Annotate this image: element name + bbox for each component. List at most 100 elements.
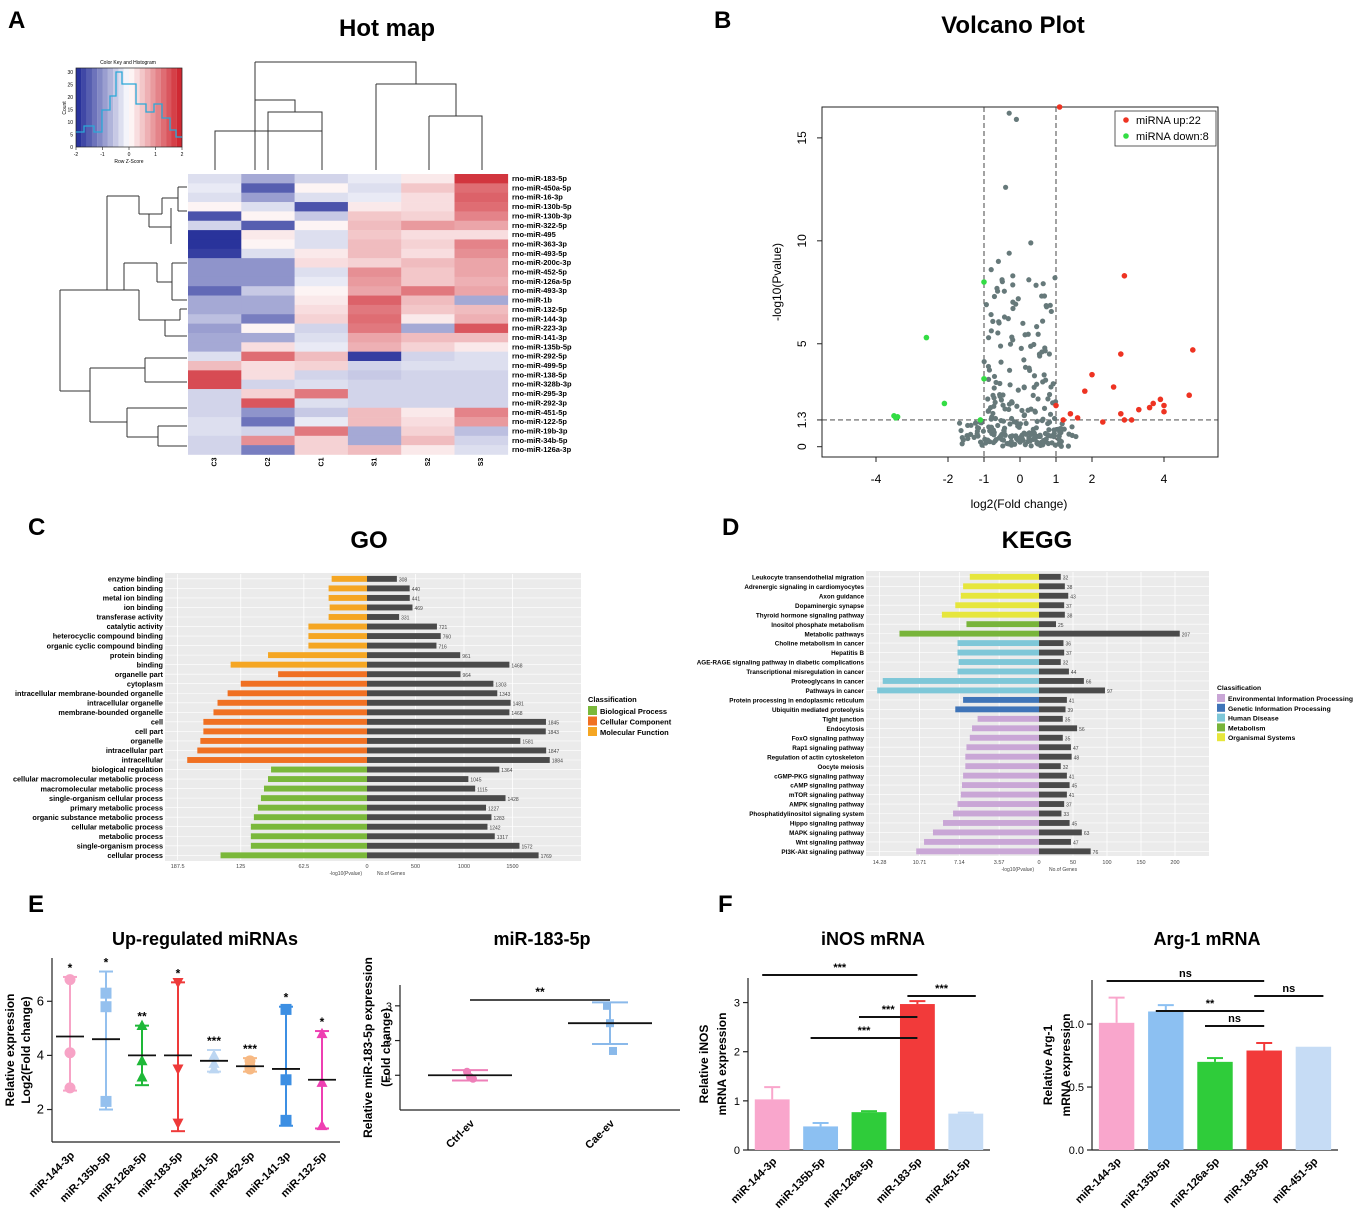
heatmap-cell <box>188 379 242 390</box>
y-tick-label: 2 <box>734 1047 740 1059</box>
volcano-y-tick-label: 15 <box>795 131 809 145</box>
heatmap-row-label: rno-miR-126a-5p <box>512 277 572 286</box>
right-axis-tick-label: 1500 <box>506 864 518 870</box>
gene-count-label: 1769 <box>541 854 552 860</box>
y-tick-label: 1 <box>386 1070 392 1082</box>
bar <box>803 1126 839 1150</box>
pvalue-bar <box>972 725 1039 732</box>
heatmap-cell <box>188 183 242 193</box>
volcano-point-ns <box>1065 443 1072 449</box>
pvalue-bar <box>960 592 1039 599</box>
pvalue-bar <box>969 573 1039 580</box>
volcano-point-up <box>1074 415 1081 421</box>
legend-label: Environmental Information Processing <box>1228 696 1353 703</box>
volcano-point-ns <box>1040 416 1046 422</box>
heatmap-cell <box>188 398 242 409</box>
volcano-point-ns <box>986 367 993 373</box>
gene-count-label: 207 <box>1182 632 1191 638</box>
volcano-point-ns <box>1006 110 1012 116</box>
term-label: organic cyclic compound binding <box>47 641 163 650</box>
heatmap-column-label: C3 <box>212 457 219 466</box>
volcano-point-ns <box>1025 438 1031 445</box>
volcano-point-ns <box>1008 415 1015 422</box>
gene-count-bar <box>1039 687 1105 694</box>
volcano-point-ns <box>996 320 1002 326</box>
gene-count-bar <box>1039 621 1056 628</box>
pvalue-bar <box>278 671 367 678</box>
term-label: Rap1 signaling pathway <box>792 745 864 752</box>
legend-label: Human Disease <box>1228 716 1279 723</box>
gene-count-label: 1845 <box>548 721 559 727</box>
gene-count-bar <box>367 814 492 821</box>
heatmap-cell <box>347 230 402 240</box>
gene-count-label: 1343 <box>499 692 510 698</box>
term-label: Oocyte meiosis <box>817 764 864 771</box>
gene-count-bar <box>1039 592 1069 599</box>
heatmap-cell <box>401 332 455 343</box>
volcano-point-up <box>1161 408 1167 415</box>
volcano-point-down <box>923 334 930 341</box>
heatmap-cell <box>454 174 509 184</box>
color-key-ytick-label: 25 <box>67 83 73 89</box>
heatmap-cell <box>188 426 242 437</box>
data-point <box>64 1082 76 1094</box>
volcano-point-ns <box>985 376 992 383</box>
gene-count-bar <box>367 804 487 811</box>
gene-count-bar <box>367 795 506 802</box>
volcano-point-ns <box>1057 426 1063 432</box>
heatmap-cell <box>188 248 242 259</box>
heatmap-cell <box>294 286 349 296</box>
heatmap-cell <box>347 267 402 278</box>
heatmap-row-label: rno-miR-223-3p <box>512 324 567 333</box>
gene-count-bar <box>367 728 546 735</box>
volcano-point-ns <box>1030 426 1036 432</box>
heatmap-cell <box>188 314 242 324</box>
heatmap-cell <box>454 398 509 409</box>
volcano-point-ns <box>993 379 999 386</box>
heatmap-cell <box>188 276 242 287</box>
volcano-point-ns <box>1010 273 1016 279</box>
heatmap-cell <box>401 230 455 240</box>
heatmap-cell <box>241 314 295 324</box>
data-point <box>136 1019 148 1031</box>
gene-count-bar <box>367 614 400 620</box>
volcano-point-ns <box>1043 304 1050 310</box>
right-axis-title: No.of Genes <box>377 871 406 877</box>
volcano-point-ns <box>983 301 989 308</box>
volcano-point-ns <box>1014 435 1021 441</box>
heatmap-cell <box>401 239 455 250</box>
volcano-point-ns <box>1042 377 1049 383</box>
left-axis-tick-label: 62.5 <box>299 864 310 870</box>
volcano-x-tick-label: 1 <box>1053 472 1060 486</box>
heatmap-cell <box>294 248 349 259</box>
heatmap-cell <box>347 276 402 287</box>
pvalue-bar <box>955 706 1039 713</box>
volcano-point-up <box>1150 400 1156 407</box>
heatmap-cell <box>241 248 295 259</box>
panel-letter-c: C <box>28 514 45 541</box>
heatmap-cell <box>347 323 402 334</box>
color-key-ytick-label: 30 <box>67 70 73 76</box>
term-label: macromolecular metabolic process <box>41 784 163 793</box>
heatmap-cell <box>347 379 402 390</box>
volcano-frame <box>821 106 1219 458</box>
term-label: binding <box>137 660 163 669</box>
mir183-title: miR-183-5p <box>493 929 590 949</box>
volcano-point-down <box>977 417 984 423</box>
heatmap-cell <box>454 295 509 306</box>
color-key-cell <box>144 68 151 147</box>
volcano-point-ns <box>959 441 965 447</box>
term-label: AMPK signaling pathway <box>789 802 864 809</box>
left-axis-tick-label: 125 <box>236 864 245 870</box>
term-label: intracellular organelle <box>87 698 163 707</box>
color-key: Color Key and Histogram Row Z-Score Coun… <box>62 60 184 165</box>
left-axis-tick-label: 0 <box>365 864 368 870</box>
volcano-point-ns <box>1007 341 1014 347</box>
left-axis-tick-label: 3.57 <box>994 860 1005 866</box>
data-point <box>172 977 184 989</box>
bar <box>1148 1011 1184 1150</box>
y-tick-label: 1.0 <box>1069 1019 1084 1031</box>
gene-count-label: 1045 <box>470 778 481 784</box>
heatmap-row-label: rno-miR-34b-5p <box>512 436 568 445</box>
heatmap-cell <box>294 342 349 352</box>
